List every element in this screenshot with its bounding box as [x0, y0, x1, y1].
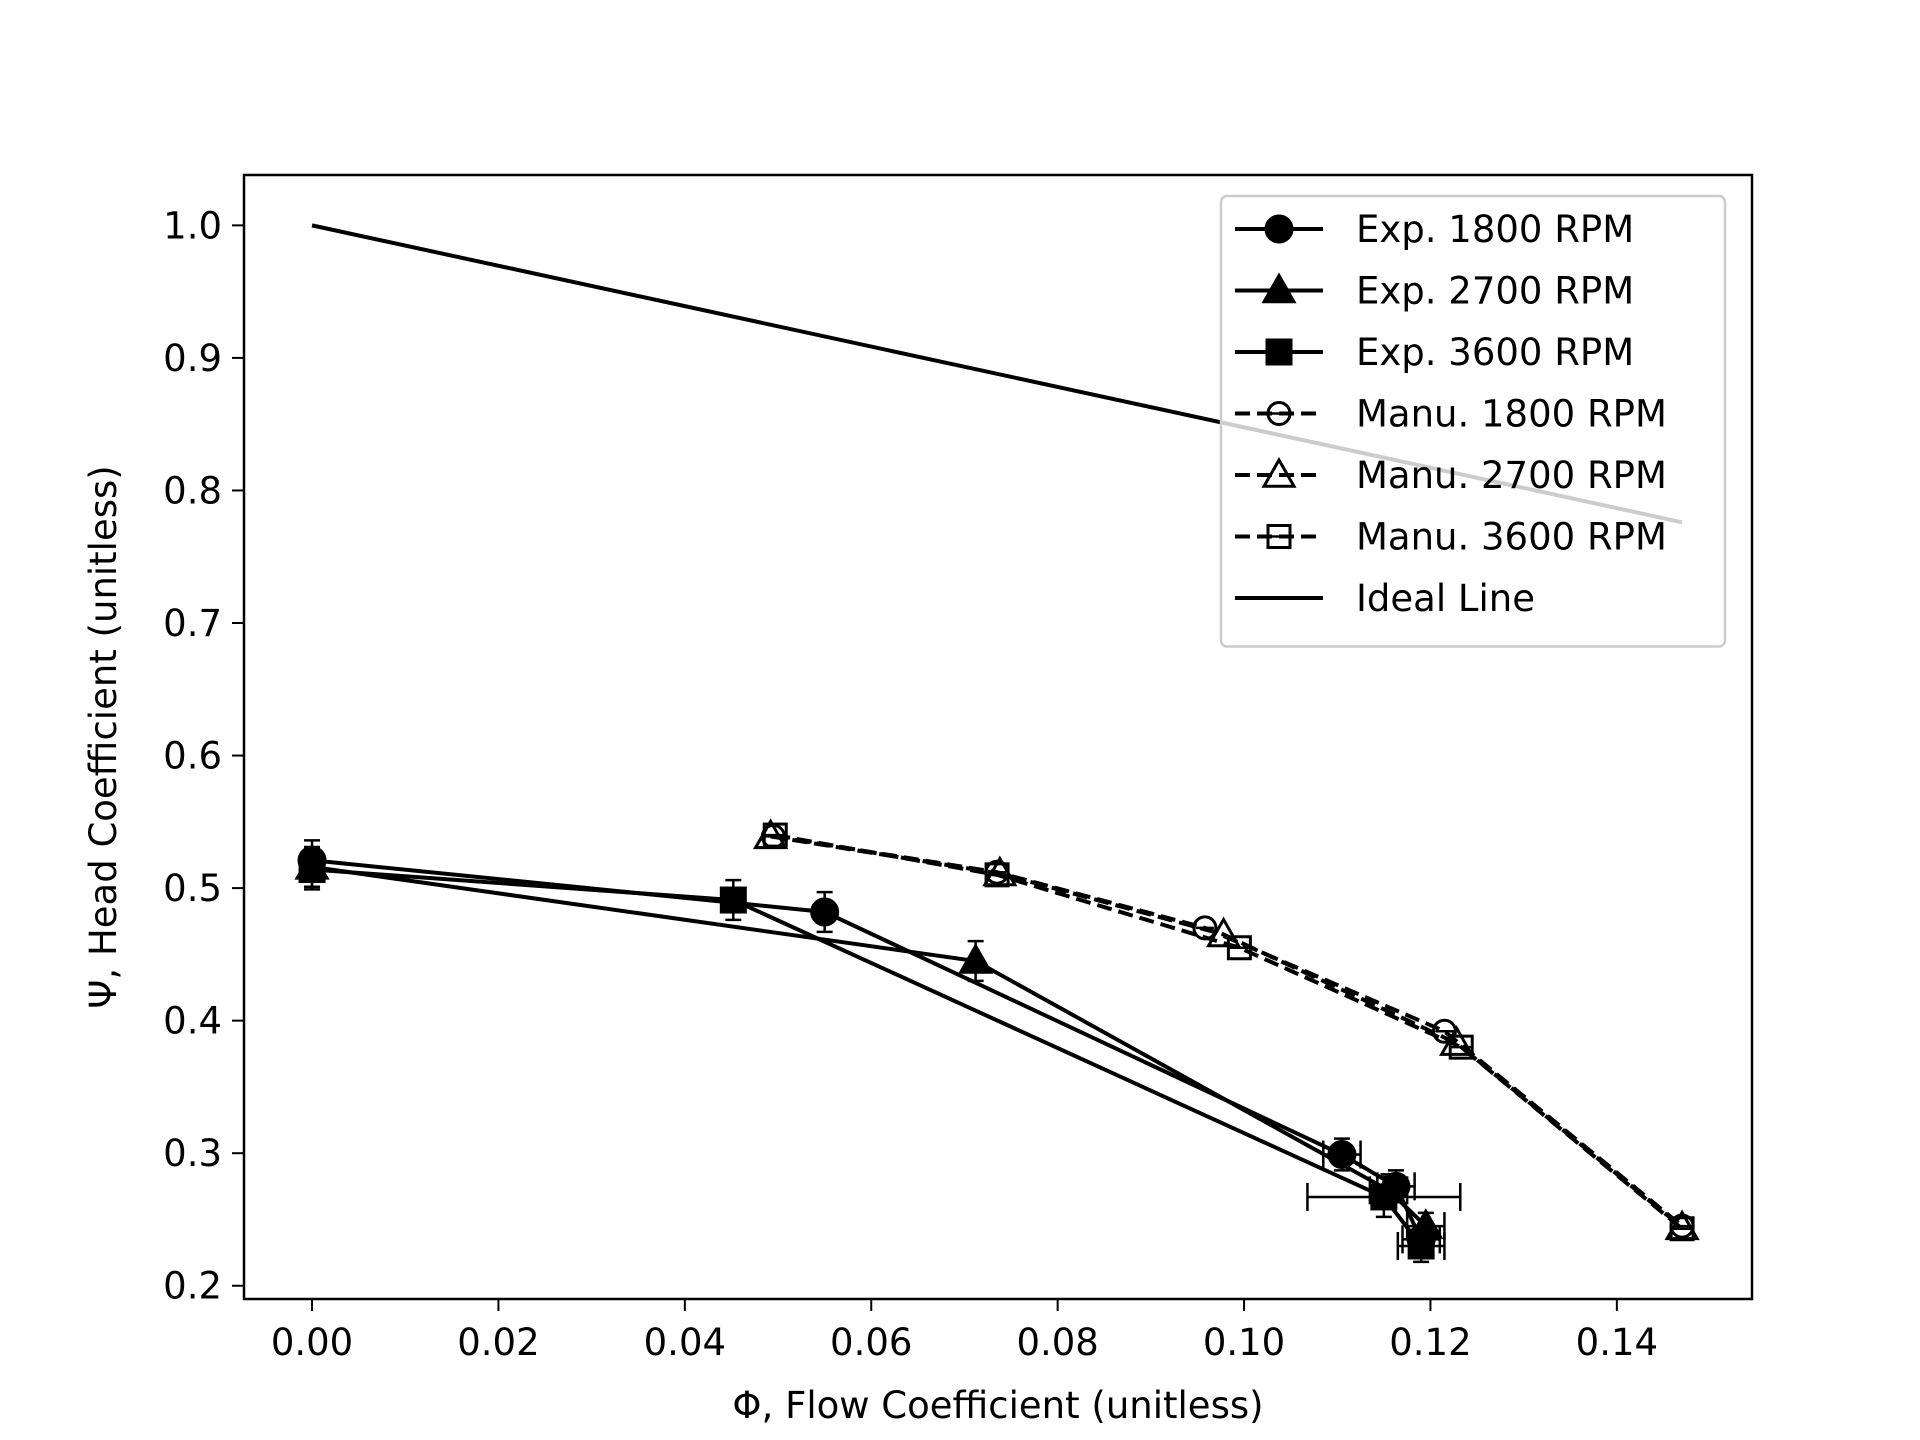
- data-point: [719, 886, 747, 914]
- series-manu-3600-rpm: [762, 822, 1695, 1242]
- legend-label: Manu. 3600 RPM: [1356, 516, 1667, 559]
- legend-item: Exp. 1800 RPM: [1235, 208, 1634, 251]
- series-line-manu-2700-rpm: [770, 834, 1684, 1229]
- legend-label: Ideal Line: [1356, 577, 1535, 620]
- x-tick-label: 0.10: [1203, 1321, 1285, 1364]
- legend-marker: [1266, 401, 1292, 426]
- y-tick-label: 0.9: [163, 337, 222, 380]
- series-manu-2700-rpm: [753, 818, 1700, 1241]
- legend-item: Manu. 1800 RPM: [1235, 393, 1667, 436]
- series-line-manu-1800-rpm: [773, 834, 1684, 1228]
- data-point: [958, 942, 994, 974]
- y-axis-label: Ψ, Head Coefficient (unitless): [82, 465, 125, 1008]
- series-exp-1800-rpm: [297, 839, 1442, 1254]
- data-point: [1205, 916, 1242, 948]
- y-tick-label: 0.4: [163, 1000, 222, 1043]
- y-tick-label: 0.5: [163, 867, 222, 910]
- x-axis-label: Φ, Flow Coefficient (unitless): [732, 1384, 1263, 1427]
- series-line-manu-3600-rpm: [774, 833, 1684, 1231]
- y-tick-label: 0.3: [163, 1132, 222, 1175]
- x-tick-label: 0.08: [1016, 1321, 1098, 1364]
- x-axis: 0.00 0.02 0.04 0.06 0.08 0.10 0.12 0.14: [271, 1299, 1658, 1364]
- series-manu-1800-rpm: [760, 823, 1695, 1239]
- legend-item: Exp. 3600 RPM: [1235, 331, 1634, 374]
- y-tick-label: 0.7: [163, 602, 222, 645]
- y-tick-label: 1.0: [163, 204, 222, 247]
- x-tick-label: 0.04: [644, 1321, 726, 1364]
- legend: Exp. 1800 RPM Exp. 2700 RPM Exp. 3600 RPM M…: [1219, 194, 1727, 648]
- data-point: [298, 856, 326, 884]
- legend-label: Manu. 2700 RPM: [1356, 454, 1667, 497]
- data-point: [810, 897, 840, 927]
- legend-label: Exp. 3600 RPM: [1356, 331, 1634, 374]
- series-line-exp-3600-rpm: [311, 867, 1423, 1248]
- legend-marker: [1264, 214, 1294, 244]
- legend-item: Manu. 2700 RPM: [1235, 454, 1667, 497]
- x-tick-label: 0.14: [1576, 1321, 1658, 1364]
- legend-marker: [1261, 272, 1297, 304]
- y-tick-label: 0.2: [163, 1265, 222, 1308]
- plot-area: [242, 173, 1754, 1301]
- series-line-exp-2700-rpm: [311, 864, 1428, 1228]
- series-exp-2700-rpm: [294, 845, 1446, 1241]
- legend-frame: [1219, 194, 1727, 648]
- legend-marker: [1261, 456, 1297, 488]
- data-point: [1407, 1232, 1435, 1260]
- series-line-exp-1800-rpm: [311, 858, 1423, 1241]
- legend-item: Ideal Line: [1235, 577, 1535, 620]
- series-exp-3600-rpm: [298, 848, 1462, 1264]
- x-tick-label: 0.12: [1389, 1321, 1471, 1364]
- y-axis: 0.2 0.3 0.4 0.5 0.6 0.7 0.8 0.9 1.0: [163, 204, 244, 1308]
- x-tick-label: 0.02: [457, 1321, 539, 1364]
- y-tick-label: 0.8: [163, 469, 222, 512]
- legend-item: Manu. 3600 RPM: [1235, 516, 1667, 559]
- legend-label: Exp. 2700 RPM: [1356, 270, 1634, 313]
- legend-label: Exp. 1800 RPM: [1356, 208, 1634, 251]
- x-tick-label: 0.06: [830, 1321, 912, 1364]
- data-point: [1370, 1183, 1398, 1211]
- x-tick-label: 0.00: [271, 1321, 353, 1364]
- legend-item: Exp. 2700 RPM: [1235, 270, 1634, 313]
- y-tick-label: 0.6: [163, 735, 222, 778]
- legend-label: Manu. 1800 RPM: [1356, 393, 1667, 436]
- series-layer: [294, 223, 1700, 1264]
- legend-marker: [1265, 338, 1293, 366]
